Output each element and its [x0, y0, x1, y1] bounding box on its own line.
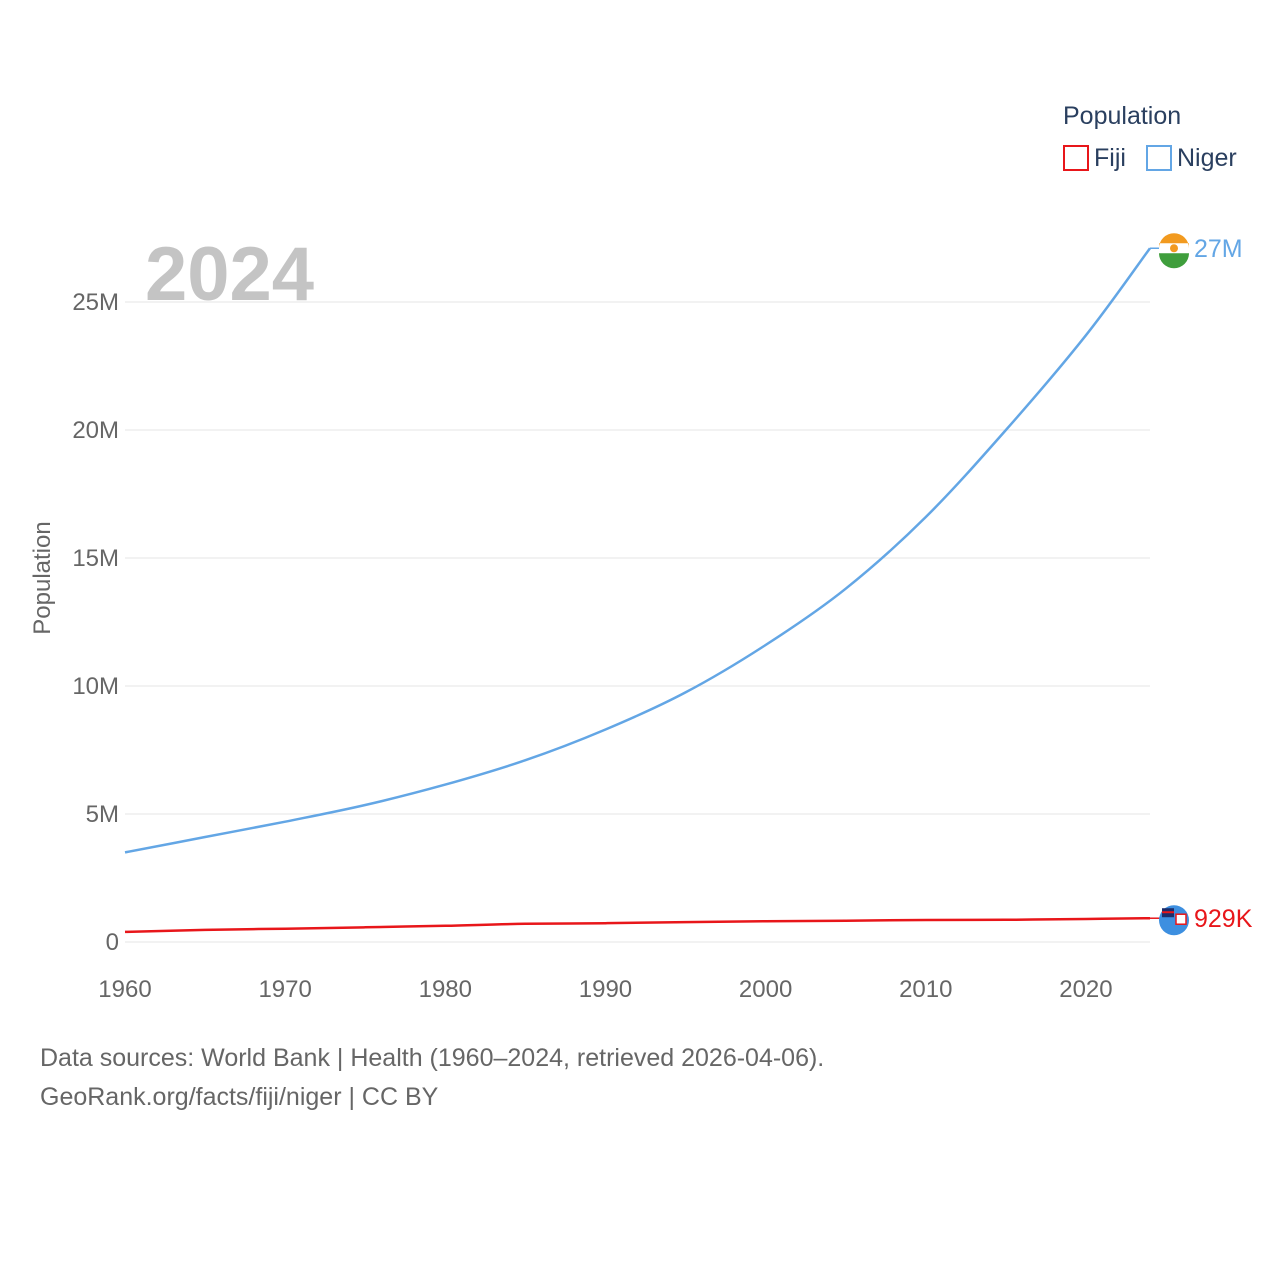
attribution-link[interactable]: GeoRank.org/facts/fiji/niger | CC BY: [40, 1083, 439, 1111]
series-end-markers: 929K 27M: [1150, 233, 1253, 936]
x-tick-label: 1980: [419, 976, 472, 1003]
series-line-fiji: [124, 916, 1151, 934]
legend-label-fiji[interactable]: Fiji: [1094, 144, 1126, 172]
flag-fiji-shield: [1175, 913, 1187, 925]
flag-niger-orange: [1159, 233, 1189, 249]
x-axis: 1960 1970 1980 1990 2000 2010 2020: [98, 976, 1112, 1003]
y-tick-label: 20M: [72, 417, 119, 444]
legend-swatch-niger[interactable]: [1146, 145, 1172, 171]
x-tick-label: 1990: [579, 976, 632, 1003]
x-tick-label: 2020: [1059, 976, 1112, 1003]
y-tick-label: 5M: [86, 801, 119, 828]
legend-swatch-fiji[interactable]: [1063, 145, 1089, 171]
flag-niger-green: [1159, 253, 1189, 269]
legend[interactable]: Population Fiji Niger: [1063, 102, 1237, 172]
gridlines: [125, 301, 1150, 943]
end-label-niger: 27M: [1194, 235, 1243, 263]
y-tick-label: 25M: [72, 289, 119, 316]
legend-title: Population: [1063, 102, 1181, 130]
flag-niger-sun: [1170, 244, 1178, 253]
x-tick-label: 2010: [899, 976, 952, 1003]
y-tick-label: 0: [106, 929, 119, 956]
y-tick-label: 10M: [72, 673, 119, 700]
series-line-niger: [124, 247, 1152, 854]
highlight-year-label: 2024: [145, 232, 314, 317]
flag-icon-fiji: [1159, 905, 1189, 936]
x-tick-label: 1960: [98, 976, 151, 1003]
data-source-note: Data sources: World Bank | Health (1960–…: [40, 1044, 825, 1072]
flag-icon-niger: [1159, 233, 1189, 269]
y-tick-label: 15M: [72, 545, 119, 572]
series-lines: [124, 247, 1152, 934]
y-axis: 0 5M 10M 15M 20M 25M: [72, 289, 119, 956]
legend-label-niger[interactable]: Niger: [1177, 144, 1237, 172]
x-tick-label: 2000: [739, 976, 792, 1003]
y-axis-title: Population: [29, 521, 56, 634]
end-label-fiji: 929K: [1194, 905, 1253, 933]
x-tick-label: 1970: [258, 976, 311, 1003]
